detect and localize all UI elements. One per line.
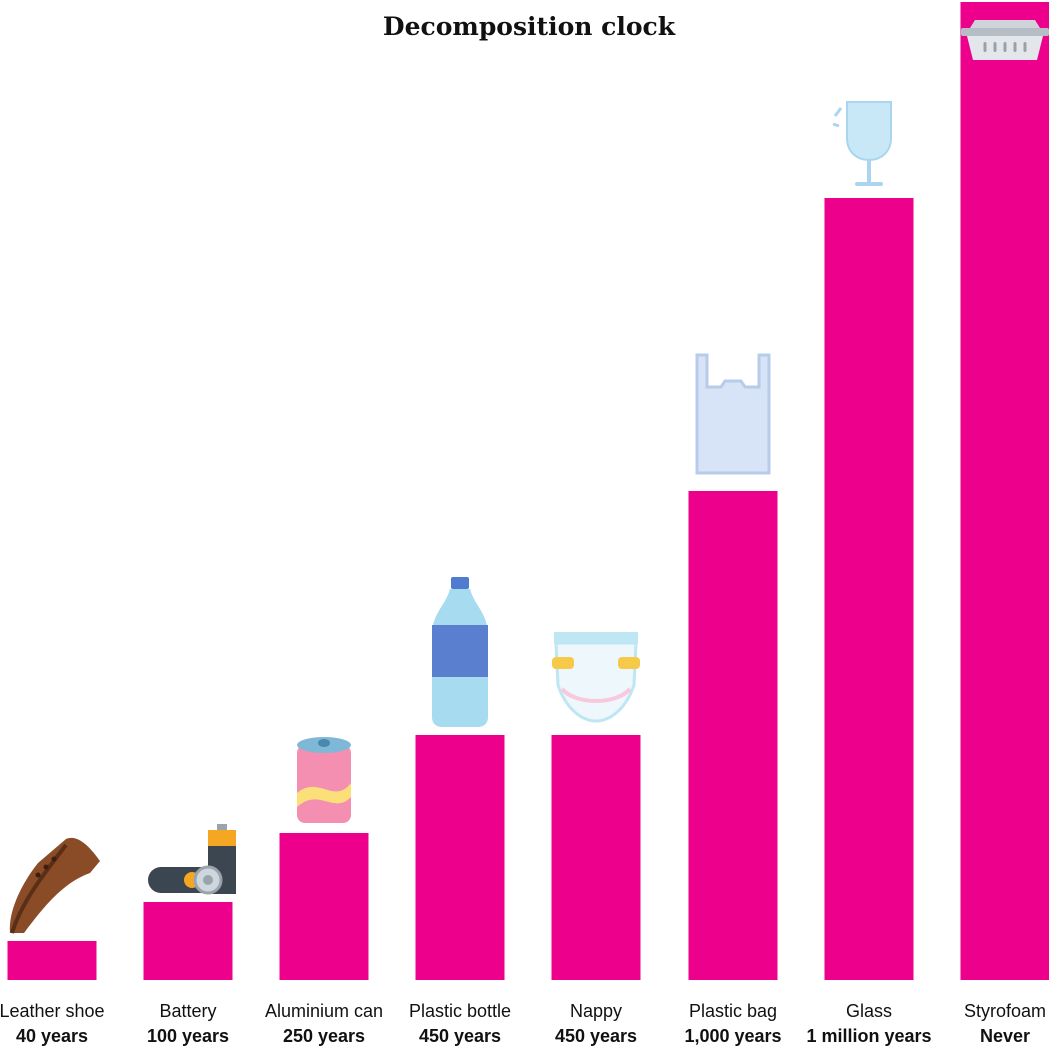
- battery-icon: [148, 824, 236, 895]
- icons-group: [9, 20, 1049, 934]
- value-label: 100 years: [147, 1026, 229, 1046]
- category-label: Styrofoam: [964, 1001, 1046, 1021]
- category-label: Glass: [846, 1001, 892, 1021]
- styrofoam-container-icon: [961, 20, 1049, 60]
- value-label: Never: [980, 1026, 1030, 1046]
- aluminium-can-icon: [297, 737, 351, 823]
- value-label: 1 million years: [806, 1026, 931, 1046]
- value-label: 450 years: [555, 1026, 637, 1046]
- value-label: 40 years: [16, 1026, 88, 1046]
- leather-shoe-icon: [9, 837, 101, 934]
- labels-group: Leather shoe 40 years Battery 100 years Alum…: [0, 1001, 1046, 1046]
- value-label: 250 years: [283, 1026, 365, 1046]
- nappy-icon: [552, 632, 640, 723]
- category-label: Leather shoe: [0, 1001, 105, 1021]
- bar-nappy: [551, 735, 641, 980]
- bar-leather-shoe: [7, 941, 97, 980]
- bar-plastic-bag: [688, 491, 778, 980]
- bar-aluminium-can: [279, 833, 369, 980]
- category-label: Nappy: [570, 1001, 622, 1021]
- chart-title: Decomposition clock: [383, 12, 676, 41]
- value-label: 1,000 years: [684, 1026, 781, 1046]
- bar-styrofoam: [960, 2, 1049, 980]
- category-label: Aluminium can: [265, 1001, 383, 1021]
- glass-icon: [832, 101, 892, 186]
- value-label: 450 years: [419, 1026, 501, 1046]
- bar-glass: [824, 198, 914, 980]
- plastic-bottle-icon: [432, 577, 488, 727]
- plastic-bag-icon: [695, 353, 771, 475]
- category-label: Plastic bottle: [409, 1001, 511, 1021]
- bars-group: [7, 2, 1049, 980]
- category-label: Plastic bag: [689, 1001, 777, 1021]
- bar-battery: [143, 902, 233, 980]
- bar-plastic-bottle: [415, 735, 505, 980]
- category-label: Battery: [159, 1001, 216, 1021]
